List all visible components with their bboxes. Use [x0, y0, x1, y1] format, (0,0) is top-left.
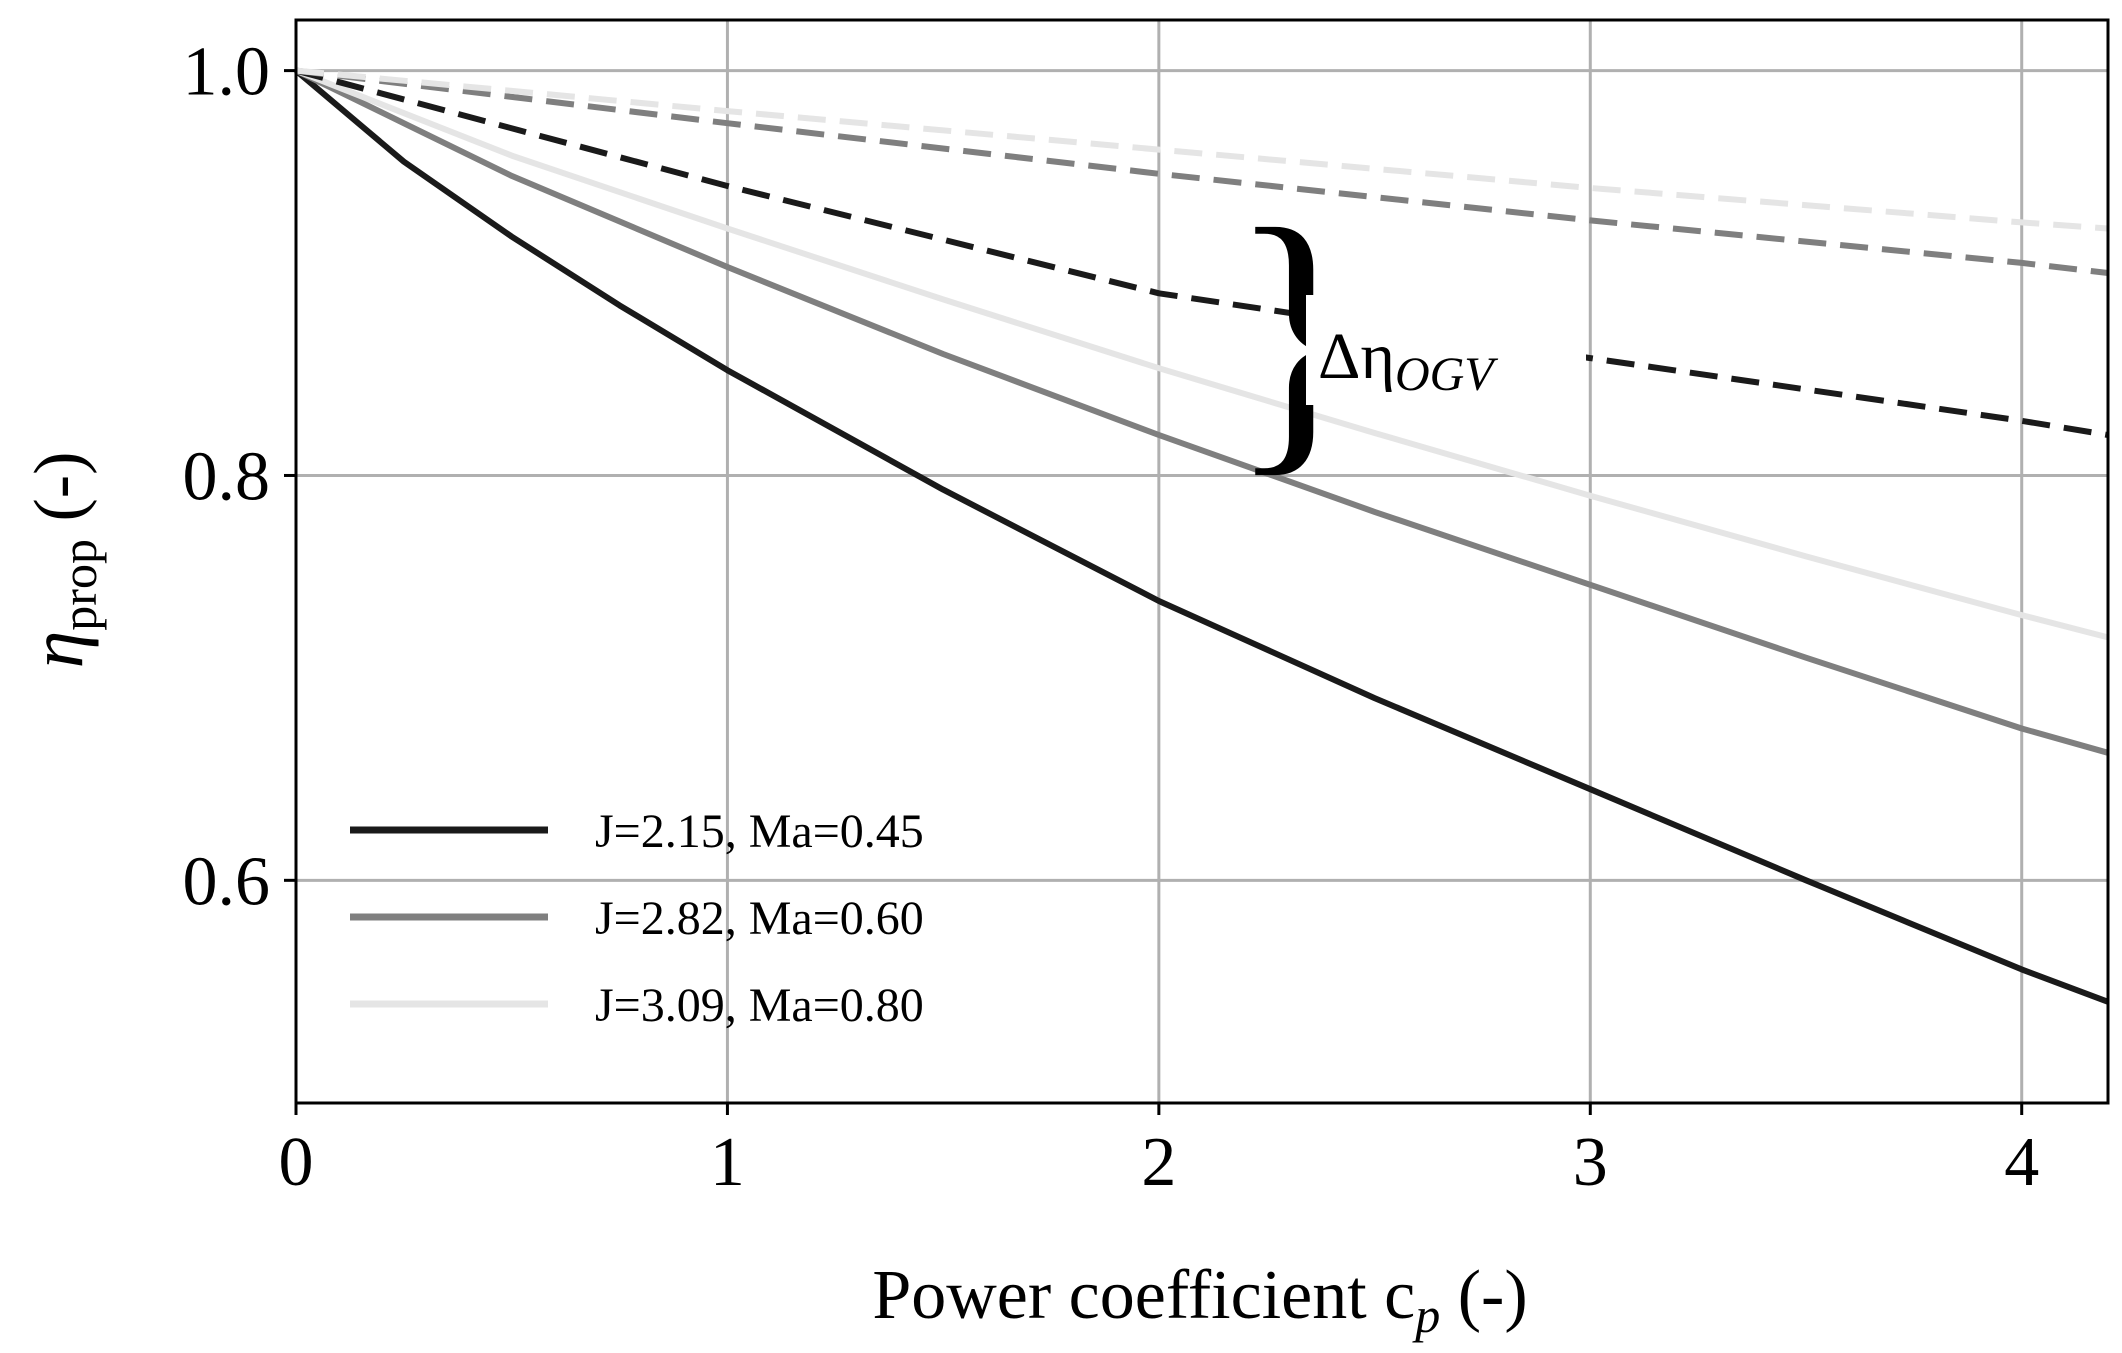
y-axis-label-suffix: (-) — [21, 452, 98, 539]
series-line-2 — [294, 67, 2109, 641]
x-tick-label-1: 1 — [710, 1124, 745, 1201]
grid — [294, 20, 2108, 1103]
legend-label-0: J=2.15, Ma=0.45 — [595, 805, 924, 858]
legend-label-1: J=2.82, Ma=0.60 — [595, 892, 924, 945]
series-line-5 — [295, 67, 2109, 232]
x-tick-label-2: 2 — [1141, 1124, 1176, 1201]
x-tick-label-0: 0 — [279, 1124, 314, 1201]
ticks: 0 1 2 3 4 0.6 0.8 1.0 — [183, 34, 2040, 1201]
x-tick-label-4: 4 — [2004, 1124, 2039, 1201]
x-axis-label: Power coefficient cp (-) — [872, 1257, 1527, 1343]
y-axis-label-subscript: prop — [51, 539, 107, 631]
series-group — [294, 67, 2110, 1005]
series-line-1 — [294, 67, 2109, 756]
x-tick-label-3: 3 — [1573, 1124, 1608, 1201]
annotation-label: ΔηOGV — [1318, 320, 1498, 401]
legend-label-2: J=3.09, Ma=0.80 — [595, 979, 924, 1032]
y-tick-label-1: 0.8 — [183, 438, 271, 515]
legend: J=2.15, Ma=0.45 J=2.82, Ma=0.60 J=3.09, Ma… — [350, 805, 924, 1032]
y-tick-label-2: 1.0 — [183, 34, 271, 111]
annotation-mask — [1306, 295, 1586, 405]
series-line-4 — [295, 67, 2109, 276]
y-axis-label: ηprop (-) — [15, 452, 107, 669]
series-line-0 — [294, 68, 2110, 1005]
plot-frame — [294, 18, 2110, 1105]
annotation-subscript: OGV — [1395, 348, 1498, 401]
y-tick-label-0: 0.6 — [183, 843, 271, 920]
x-axis-label-suffix: (-) — [1440, 1257, 1527, 1334]
x-axis-label-subscript: p — [1412, 1287, 1440, 1343]
